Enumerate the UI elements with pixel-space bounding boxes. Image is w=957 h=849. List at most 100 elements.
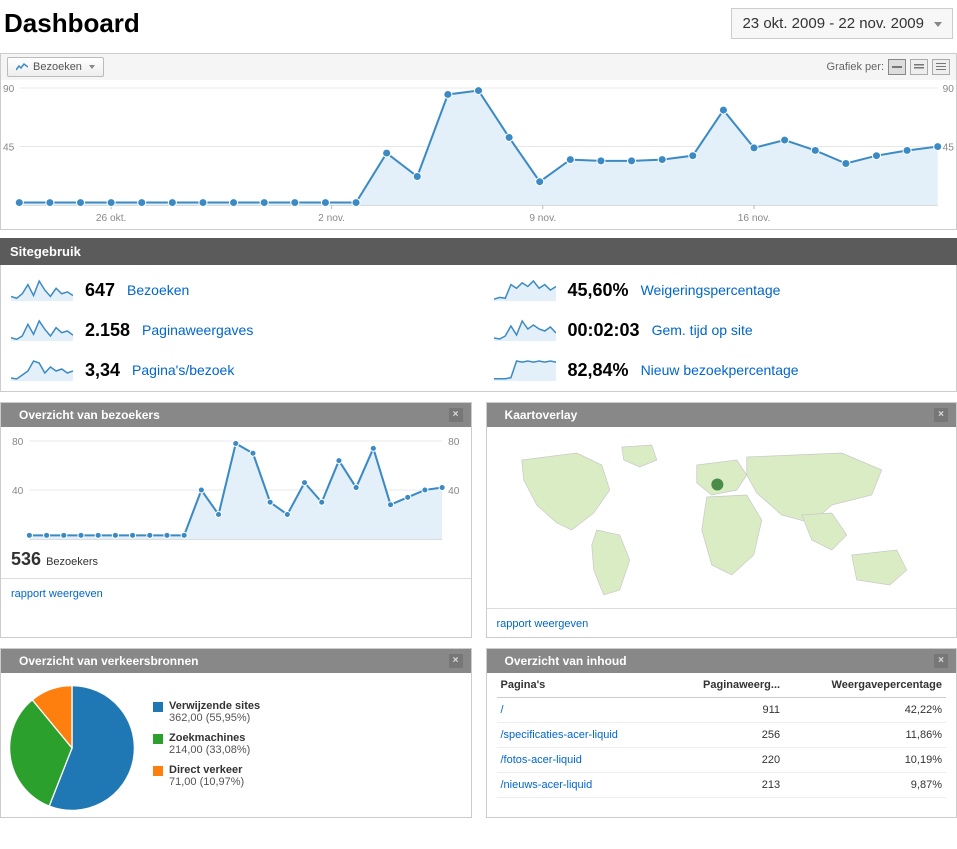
col-pageviews[interactable]: Paginaweerg...	[668, 673, 784, 698]
svg-text:90: 90	[3, 84, 15, 95]
pageviews-cell: 256	[668, 723, 784, 748]
metric-label-link[interactable]: Pagina's/bezoek	[132, 362, 234, 378]
close-icon[interactable]: ×	[449, 408, 463, 422]
table-row: /specificaties-acer-liquid 256 11,86%	[497, 723, 947, 748]
metric-row: 647 Bezoeken	[11, 277, 464, 303]
chart-toolbar: Bezoeken Grafiek per:	[0, 53, 957, 80]
svg-text:40: 40	[448, 486, 460, 497]
table-row: /fotos-acer-liquid 220 10,19%	[497, 748, 947, 773]
legend-swatch	[153, 734, 163, 744]
sparkline	[494, 317, 556, 343]
map-report-link[interactable]: rapport weergeven	[497, 618, 589, 630]
metric-row: 00:02:03 Gem. tijd op site	[494, 317, 947, 343]
metric-value: 3,34	[85, 360, 120, 381]
table-row: /nieuws-acer-liquid 213 9,87%	[497, 773, 947, 798]
metric-row: 3,34 Pagina's/bezoek	[11, 357, 464, 383]
pageviews-cell: 220	[668, 748, 784, 773]
sparkline	[11, 357, 73, 383]
visitors-report-link[interactable]: rapport weergeven	[11, 588, 103, 600]
svg-text:45: 45	[3, 143, 15, 154]
chevron-down-icon	[89, 65, 95, 69]
map-overlay-panel: ■Kaartoverlay× rapport weergeven	[486, 402, 957, 638]
legend-value: 362,00 (55,95%)	[169, 712, 250, 724]
page-link[interactable]: /nieuws-acer-liquid	[501, 779, 593, 791]
legend-label: Verwijzende sites	[169, 700, 260, 712]
legend-item: Direct verkeer 71,00 (10,97%)	[153, 764, 260, 788]
svg-text:80: 80	[448, 437, 460, 448]
metric-value: 647	[85, 280, 115, 301]
pageviews-cell: 213	[668, 773, 784, 798]
main-visits-chart: 26 okt. 2 nov. 9 nov. 16 nov. 90 45 90 45	[0, 80, 957, 230]
metric-selector-button[interactable]: Bezoeken	[7, 57, 104, 77]
metric-value: 00:02:03	[568, 320, 640, 341]
metric-value: 82,84%	[568, 360, 629, 381]
map-panel-header: Kaartoverlay	[505, 408, 578, 422]
metric-row: 2.158 Paginaweergaves	[11, 317, 464, 343]
svg-text:40: 40	[12, 486, 24, 497]
legend-value: 71,00 (10,97%)	[169, 776, 244, 788]
svg-text:9 nov.: 9 nov.	[529, 213, 556, 224]
legend-value: 214,00 (33,08%)	[169, 744, 250, 756]
page-link[interactable]: /specificaties-acer-liquid	[501, 729, 618, 741]
visitors-count: 536	[11, 549, 41, 569]
legend-swatch	[153, 766, 163, 776]
graph-per-week-button[interactable]	[910, 59, 928, 75]
viewpct-cell: 9,87%	[784, 773, 946, 798]
date-range-picker[interactable]: 23 okt. 2009 - 22 nov. 2009	[731, 8, 953, 39]
legend-item: Zoekmachines 214,00 (33,08%)	[153, 732, 260, 756]
svg-text:90: 90	[943, 84, 955, 95]
traffic-sources-panel: ■Overzicht van verkeersbronnen× Verwijze…	[0, 648, 472, 818]
close-icon[interactable]: ×	[449, 654, 463, 668]
traffic-panel-header: Overzicht van verkeersbronnen	[19, 654, 198, 668]
graph-per-day-button[interactable]	[888, 59, 906, 75]
site-usage-header: Sitegebruik	[0, 238, 957, 265]
page-title: Dashboard	[4, 8, 140, 39]
legend-item: Verwijzende sites 362,00 (55,95%)	[153, 700, 260, 724]
svg-text:16 nov.: 16 nov.	[738, 213, 771, 224]
sparkline	[11, 277, 73, 303]
content-panel-header: Overzicht van inhoud	[505, 654, 627, 668]
svg-text:80: 80	[12, 437, 24, 448]
pageviews-cell: 911	[668, 698, 784, 723]
sparkline	[494, 357, 556, 383]
content-table: Pagina's Paginaweerg... Weergavepercenta…	[497, 673, 947, 798]
metric-label-link[interactable]: Gem. tijd op site	[652, 322, 753, 338]
close-icon[interactable]: ×	[934, 654, 948, 668]
metric-value: 45,60%	[568, 280, 629, 301]
metric-label-link[interactable]: Paginaweergaves	[142, 322, 253, 338]
visitors-mini-chart: 80 40 80 40	[11, 435, 461, 545]
visitors-overview-panel: ■Overzicht van bezoekers× 80408040 536 B…	[0, 402, 472, 638]
metric-row: 45,60% Weigeringspercentage	[494, 277, 947, 303]
page-link[interactable]: /fotos-acer-liquid	[501, 754, 582, 766]
site-usage-metrics: 647 Bezoeken 45,60% Weigeringspercentage…	[0, 265, 957, 392]
sparkline	[11, 317, 73, 343]
world-map	[497, 435, 947, 600]
page-link[interactable]: /	[501, 704, 504, 716]
col-pages[interactable]: Pagina's	[497, 673, 668, 698]
svg-text:26 okt.: 26 okt.	[96, 213, 126, 224]
visitors-count-label: Bezoekers	[46, 556, 98, 568]
metric-label-link[interactable]: Weigeringspercentage	[641, 282, 781, 298]
svg-text:45: 45	[943, 143, 955, 154]
metric-row: 82,84% Nieuw bezoekpercentage	[494, 357, 947, 383]
line-chart-icon	[16, 62, 28, 72]
visitors-panel-header: Overzicht van bezoekers	[19, 408, 160, 422]
metric-label-link[interactable]: Nieuw bezoekpercentage	[641, 362, 799, 378]
legend-swatch	[153, 702, 163, 712]
content-overview-panel: ■Overzicht van inhoud× Pagina's Paginawe…	[486, 648, 957, 818]
graph-per-label: Grafiek per:	[827, 61, 884, 73]
metric-value: 2.158	[85, 320, 130, 341]
traffic-pie-legend: Verwijzende sites 362,00 (55,95%) Zoekma…	[153, 700, 260, 796]
legend-label: Zoekmachines	[169, 732, 245, 744]
close-icon[interactable]: ×	[934, 408, 948, 422]
metric-selector-label: Bezoeken	[33, 61, 82, 73]
col-viewpct[interactable]: Weergavepercentage	[784, 673, 946, 698]
graph-per-month-button[interactable]	[932, 59, 950, 75]
sparkline	[494, 277, 556, 303]
traffic-pie-chart	[7, 683, 137, 813]
metric-label-link[interactable]: Bezoeken	[127, 282, 189, 298]
svg-text:2 nov.: 2 nov.	[318, 213, 345, 224]
viewpct-cell: 42,22%	[784, 698, 946, 723]
viewpct-cell: 10,19%	[784, 748, 946, 773]
viewpct-cell: 11,86%	[784, 723, 946, 748]
